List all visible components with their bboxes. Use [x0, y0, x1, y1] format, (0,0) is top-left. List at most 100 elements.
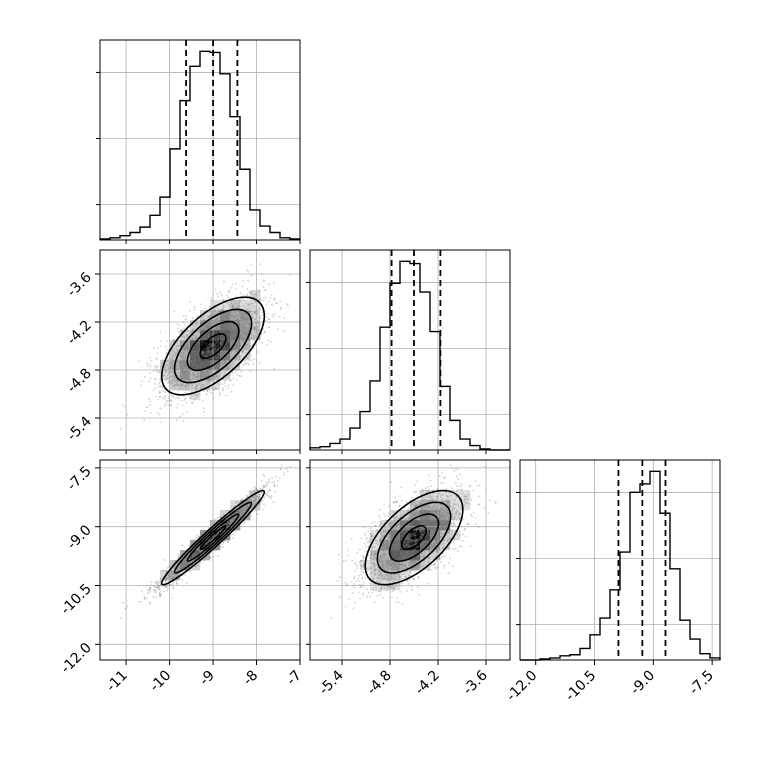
scatter-point [249, 499, 252, 502]
scatter-point [431, 489, 434, 492]
scatter-point [225, 366, 228, 369]
scatter-point [242, 293, 245, 296]
scatter-point [184, 558, 187, 561]
scatter-point [217, 532, 219, 535]
scatter-point [200, 330, 203, 333]
scatter-point [172, 587, 175, 590]
scatter-point [351, 592, 354, 594]
scatter-point [219, 330, 222, 333]
scatter-point [248, 498, 251, 501]
scatter-point [206, 378, 209, 381]
scatter-point [237, 305, 240, 308]
scatter-point [470, 498, 473, 501]
scatter-point [232, 377, 235, 380]
scatter-point [248, 323, 250, 326]
scatter-point [243, 325, 246, 328]
scatter-point [209, 538, 211, 541]
scatter-point [237, 318, 240, 321]
density-cell [230, 330, 241, 341]
scatter-point [229, 522, 232, 525]
density-cell [420, 500, 431, 511]
scatter-point [242, 328, 245, 331]
scatter-point [206, 370, 209, 372]
scatter-point [192, 553, 195, 556]
scatter-point [224, 313, 226, 316]
scatter-point [194, 360, 197, 362]
scatter-point [213, 534, 216, 537]
scatter-point [220, 364, 223, 367]
scatter-point [245, 343, 248, 346]
scatter-point [241, 510, 244, 513]
scatter-point [173, 339, 175, 341]
scatter-point [187, 343, 190, 346]
scatter-point [240, 511, 243, 514]
scatter-point [255, 509, 258, 511]
scatter-point [197, 368, 200, 370]
density-cell [390, 570, 401, 581]
scatter-point [244, 508, 246, 510]
scatter-point [378, 577, 381, 580]
density-cell [440, 490, 451, 501]
scatter-point [150, 359, 153, 362]
scatter-point [155, 583, 158, 586]
scatter-point [202, 338, 205, 341]
scatter-point [441, 494, 444, 496]
scatter-point [181, 369, 184, 371]
density-cell [210, 300, 221, 311]
scatter-point [158, 371, 161, 374]
scatter-point [205, 334, 207, 337]
scatter-point [189, 570, 191, 573]
scatter-point [249, 493, 251, 495]
scatter-point [242, 507, 245, 509]
scatter-point [400, 552, 403, 555]
scatter-point [238, 515, 241, 518]
scatter-point [154, 383, 156, 385]
scatter-point [262, 473, 265, 476]
scatter-point [353, 575, 356, 578]
scatter-point [209, 367, 211, 370]
scatter-point [256, 330, 259, 332]
density-cell [210, 530, 221, 541]
scatter-point [183, 563, 186, 566]
scatter-point [193, 364, 196, 367]
scatter-point [394, 518, 397, 520]
scatter-point [242, 506, 245, 509]
scatter-point [440, 554, 443, 557]
density-cell [370, 540, 381, 551]
scatter-point [404, 575, 407, 578]
scatter-point [168, 367, 171, 370]
scatter-point [228, 522, 231, 525]
scatter-point [228, 347, 231, 350]
scatter-point [217, 363, 220, 366]
scatter-point [175, 365, 177, 368]
scatter-point [219, 342, 222, 345]
scatter-point [415, 531, 418, 533]
scatter-point [244, 509, 247, 512]
scatter-point [419, 558, 421, 561]
scatter-point [419, 520, 422, 523]
scatter-point [199, 362, 202, 365]
scatter-point [178, 566, 181, 569]
scatter-point [199, 322, 202, 325]
scatter-point [252, 503, 254, 506]
scatter-point [191, 329, 194, 332]
scatter-point [150, 581, 153, 583]
scatter-point [227, 291, 230, 294]
scatter-point [241, 315, 244, 318]
scatter-point [210, 369, 213, 372]
scatter-point [258, 362, 261, 365]
scatter-point [227, 326, 230, 329]
scatter-point [167, 578, 170, 581]
scatter-point [143, 418, 146, 421]
scatter-point [253, 500, 256, 502]
scatter-point [243, 322, 246, 325]
scatter-point [173, 373, 175, 376]
scatter-point [158, 594, 161, 597]
scatter-point [215, 329, 218, 332]
scatter-point [192, 355, 195, 358]
scatter-point [197, 375, 199, 378]
scatter-point [188, 553, 190, 556]
scatter-point [164, 391, 166, 394]
scatter-point [175, 346, 178, 349]
density-cell [440, 510, 451, 521]
